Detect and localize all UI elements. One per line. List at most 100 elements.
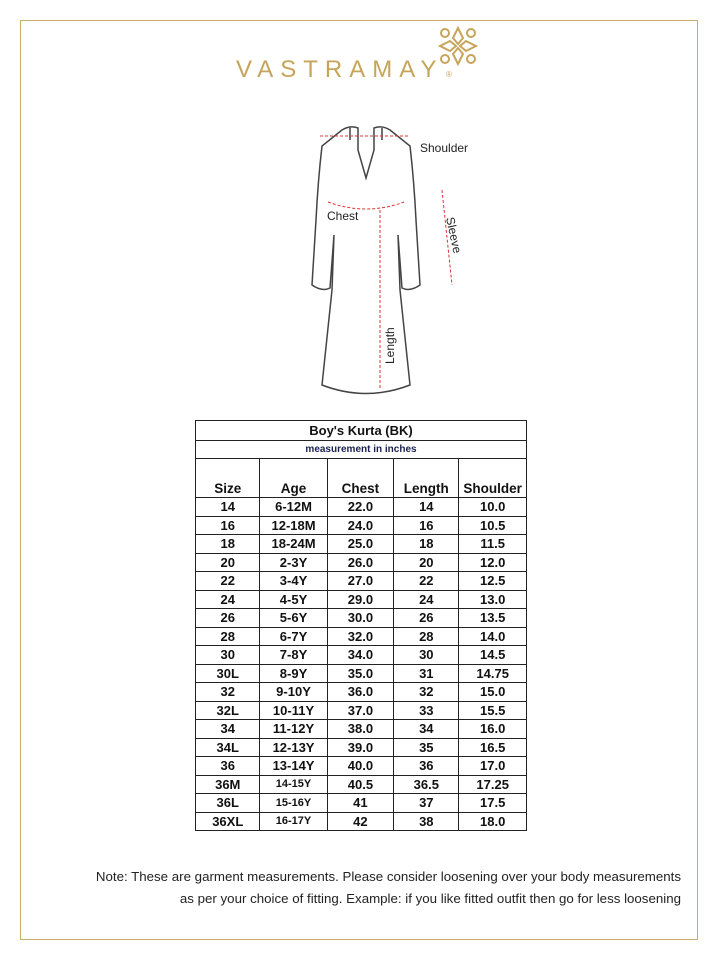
table-row: 34L 12-13Y 39.0 35 16.5 [194,737,527,757]
cell-length: 33 [393,700,460,720]
cell-size: 36 [194,756,261,776]
cell-chest: 30.0 [326,608,395,628]
cell-age: 18-24M [259,534,328,554]
cell-size: 22 [194,571,261,591]
cell-chest: 25.0 [326,534,395,554]
table-row: 18 18-24M 25.0 18 11.5 [194,534,527,554]
cell-age: 13-14Y [259,756,328,776]
cell-size: 26 [194,608,261,628]
cell-length: 36 [393,756,460,776]
header-chest: Chest [326,458,395,498]
table-row: 24 4-5Y 29.0 24 13.0 [194,589,527,609]
registered-mark: ® [446,70,452,79]
cell-shoulder: 18.0 [458,811,527,831]
table-row: 26 5-6Y 30.0 26 13.5 [194,608,527,628]
cell-chest: 38.0 [326,719,395,739]
table-row: 36XL 16-17Y 42 38 18.0 [194,811,527,831]
table-row: 28 6-7Y 32.0 28 14.0 [194,626,527,646]
header-size: Size [194,458,261,498]
cell-size: 14 [194,497,261,517]
cell-chest: 32.0 [326,626,395,646]
cell-length: 31 [393,663,460,683]
header-shoulder: Shoulder [458,458,527,498]
cell-shoulder: 13.5 [458,608,527,628]
note-line-1: Note: These are garment measurements. Pl… [95,869,681,884]
table-row: 30L 8-9Y 35.0 31 14.75 [194,663,527,683]
table-subtitle: measurement in inches [195,440,527,459]
cell-shoulder: 10.5 [458,515,527,535]
cell-chest: 29.0 [326,589,395,609]
cell-chest: 36.0 [326,682,395,702]
cell-chest: 40.0 [326,756,395,776]
cell-shoulder: 15.0 [458,682,527,702]
cell-shoulder: 14.5 [458,645,527,665]
cell-size: 36M [194,774,261,794]
table-row: 34 11-12Y 38.0 34 16.0 [194,719,527,739]
cell-length: 28 [393,626,460,646]
chest-label: Chest [327,209,359,223]
cell-age: 9-10Y [259,682,328,702]
cell-shoulder: 16.0 [458,719,527,739]
cell-length: 14 [393,497,460,517]
cell-size: 28 [194,626,261,646]
table-row: 22 3-4Y 27.0 22 12.5 [194,571,527,591]
cell-age: 7-8Y [259,645,328,665]
header-age: Age [259,458,328,498]
cell-chest: 26.0 [326,552,395,572]
cell-chest: 42 [326,811,395,831]
cell-length: 38 [393,811,460,831]
cell-length: 22 [393,571,460,591]
table-row: 16 12-18M 24.0 16 10.5 [194,515,527,535]
cell-age: 5-6Y [259,608,328,628]
cell-size: 16 [194,515,261,535]
cell-shoulder: 17.0 [458,756,527,776]
table-row: 32L 10-11Y 37.0 33 15.5 [194,700,527,720]
cell-shoulder: 15.5 [458,700,527,720]
cell-size: 36XL [194,811,261,831]
cell-length: 34 [393,719,460,739]
cell-age: 12-18M [259,515,328,535]
table-row: 36 13-14Y 40.0 36 17.0 [194,756,527,776]
cell-length: 20 [393,552,460,572]
page-border [20,20,698,940]
cell-length: 37 [393,793,460,813]
cell-shoulder: 12.0 [458,552,527,572]
cell-age: 16-17Y [259,811,328,831]
cell-age: 6-12M [259,497,328,517]
cell-size: 32L [194,700,261,720]
cell-size: 30L [194,663,261,683]
cell-chest: 34.0 [326,645,395,665]
cell-chest: 37.0 [326,700,395,720]
cell-shoulder: 17.25 [458,774,527,794]
shoulder-label: Shoulder [420,141,468,155]
cell-shoulder: 16.5 [458,737,527,757]
cell-size: 36L [194,793,261,813]
cell-chest: 41 [326,793,395,813]
cell-size: 20 [194,552,261,572]
cell-age: 8-9Y [259,663,328,683]
cell-age: 6-7Y [259,626,328,646]
cell-length: 18 [393,534,460,554]
cell-size: 18 [194,534,261,554]
cell-length: 26 [393,608,460,628]
cell-age: 10-11Y [259,700,328,720]
cell-shoulder: 14.75 [458,663,527,683]
brand-logo: VASTRAMAY [236,56,444,83]
cell-shoulder: 11.5 [458,534,527,554]
table-row: 36M 14-15Y 40.5 36.5 17.25 [194,774,527,794]
table-row: 20 2-3Y 26.0 20 12.0 [194,552,527,572]
size-chart-table: Boy's Kurta (BK) measurement in inches S… [194,420,527,831]
cell-chest: 40.5 [326,774,395,794]
cell-chest: 39.0 [326,737,395,757]
header-length: Length [393,458,460,498]
table-row: 32 9-10Y 36.0 32 15.0 [194,682,527,702]
cell-chest: 24.0 [326,515,395,535]
kurta-diagram: Shoulder Chest Sleeve Length [311,126,468,395]
cell-chest: 35.0 [326,663,395,683]
cell-shoulder: 12.5 [458,571,527,591]
table-row: 14 6-12M 22.0 14 10.0 [194,497,527,517]
length-label: Length [383,327,397,364]
cell-length: 30 [393,645,460,665]
cell-size: 24 [194,589,261,609]
table-row: 36L 15-16Y 41 37 17.5 [194,793,527,813]
